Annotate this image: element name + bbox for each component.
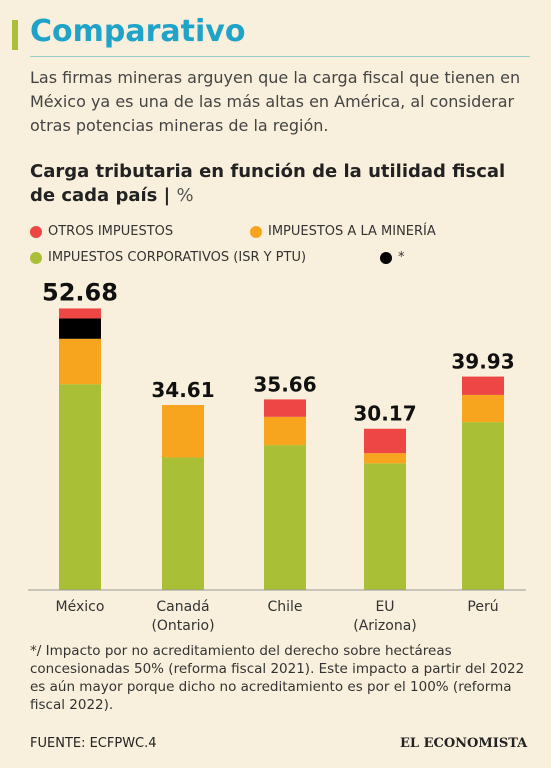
x-tick-label: Perú (467, 599, 498, 615)
brand: EL ECONOMISTA (400, 736, 528, 751)
total-label: 52.68 (42, 278, 118, 306)
total-label: 34.61 (151, 378, 214, 402)
bar-segment (364, 463, 406, 590)
bar-segment (264, 399, 306, 417)
total-label: 39.93 (451, 350, 514, 374)
chart-title-block: Carga tributaria en función de la utilid… (30, 161, 506, 206)
bar-segment (364, 453, 406, 464)
bar-segment (364, 428, 406, 454)
bar-segment (59, 318, 101, 339)
x-tick-label: EU (375, 599, 394, 615)
x-tick-label: Chile (267, 599, 302, 615)
x-tick-label: México (56, 599, 105, 615)
bar-segment (59, 384, 101, 590)
chart: 52.68 México 34.61 Canadá (Ontario) 35.66 Chil… (28, 278, 526, 634)
bar-segment (462, 376, 504, 395)
bar-segment (462, 394, 504, 423)
bar-segment (162, 405, 204, 458)
total-label: 30.17 (353, 402, 416, 426)
legend-label: IMPUESTOS CORPORATIVOS (ISR Y PTU) (48, 250, 307, 265)
legend-item: IMPUESTOS A LA MINERÍA (250, 224, 436, 239)
bar-segment (162, 457, 204, 590)
footnote: */ Impacto por no acreditamiento del der… (30, 643, 525, 713)
legend-item: IMPUESTOS CORPORATIVOS (ISR Y PTU) (30, 250, 306, 265)
bar-segment (462, 422, 504, 590)
unit: % (176, 185, 194, 206)
bar-segment (59, 338, 101, 385)
bar-segment (59, 308, 101, 319)
legend-item: * (380, 250, 405, 265)
legend-swatch (250, 225, 262, 238)
bar-segment (264, 416, 306, 446)
legend-swatch (30, 251, 42, 264)
intro: Las firmas mineras arguyen que la carga … (30, 68, 521, 135)
legend-swatch (30, 225, 42, 238)
total-label: 35.66 (253, 372, 316, 396)
legend-label: IMPUESTOS A LA MINERÍA (268, 224, 436, 239)
x-tick-label: Canadá (156, 599, 209, 615)
legend-item: OTROS IMPUESTOS (30, 224, 173, 239)
x-tick-note: (Ontario) (151, 618, 214, 634)
bar-segment (264, 445, 306, 590)
legend-label: * (398, 250, 405, 265)
x-tick-note: (Arizona) (353, 618, 417, 634)
legend-swatch (380, 251, 392, 264)
legend-label: OTROS IMPUESTOS (48, 224, 174, 239)
header-accent (12, 20, 18, 50)
chart-title: Carga tributaria en función de la utilid… (30, 161, 506, 206)
header: Comparativo (30, 14, 246, 49)
header-rule (30, 56, 530, 57)
source: FUENTE: ECFPWC.4 (30, 736, 157, 751)
